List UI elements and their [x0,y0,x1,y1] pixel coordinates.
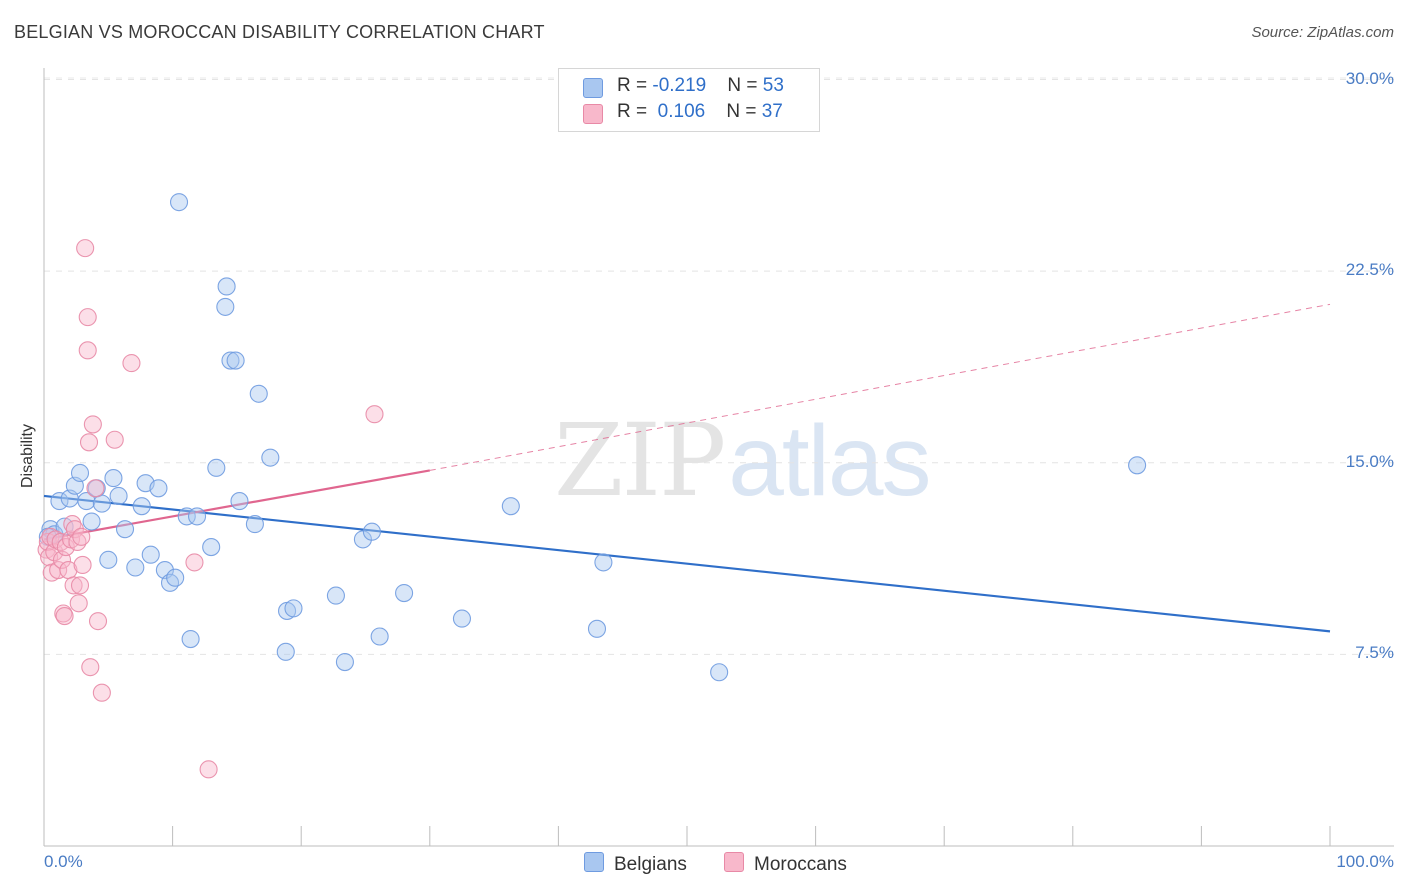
stats-legend: R = -0.219 N = 53 R = 0.106 N = 37 [558,68,820,132]
point-belgians [221,351,240,370]
point-belgians [77,492,96,511]
point-belgians [594,553,613,572]
point-belgians [50,492,69,511]
point-moroccans [69,594,88,613]
point-belgians [284,599,303,618]
point-moroccans [83,415,102,434]
point-belgians [217,277,236,296]
trend-lines [43,303,1331,633]
legend-swatch-belgians [583,78,603,98]
point-belgians [104,469,123,488]
point-moroccans [365,405,384,424]
axes [43,68,1394,847]
point-belgians [501,497,520,516]
y-tick-label: 7.5% [1355,643,1394,663]
watermark-atlas: atlas [728,405,931,517]
point-belgians [710,663,729,682]
point-moroccans [64,576,83,595]
y-tick-label: 22.5% [1345,260,1394,280]
point-belgians [181,629,200,649]
point-belgians [587,619,607,638]
legend-swatch-moroccans [583,104,603,124]
point-belgians [249,384,268,403]
point-belgians [70,463,90,483]
trend-line-belgians [43,494,1331,633]
bottom-legend-swatch-belgians [584,852,604,872]
point-belgians [207,458,226,477]
data-points [37,193,1147,779]
point-moroccans [70,576,90,595]
point-moroccans [105,430,124,449]
point-moroccans [88,612,108,631]
point-moroccans [92,683,111,702]
point-moroccans [41,527,60,546]
point-belgians [160,573,180,592]
point-belgians [230,492,249,511]
point-moroccans [79,433,99,452]
watermark-zip: ZIP [554,402,726,519]
point-belgians [335,652,354,672]
point-belgians [187,507,207,526]
trend-line-extension-moroccans [429,303,1331,471]
point-moroccans [199,760,218,779]
trend-line-moroccans [43,469,430,541]
bottom-legend-swatch-moroccans [724,852,744,872]
point-belgians [149,479,168,498]
point-belgians [177,507,196,526]
legend-stats-belgians: R = -0.219 N = 53 [617,75,784,96]
point-moroccans [73,555,92,575]
point-belgians [169,193,189,212]
point-belgians [115,520,135,539]
point-moroccans [49,561,68,580]
point-belgians [452,609,472,628]
point-belgians [261,448,280,467]
legend-stats-moroccans: R = 0.106 N = 37 [617,101,783,122]
bottom-legend-belgians: Belgians [584,852,687,876]
point-moroccans [55,606,74,626]
chart-title: BELGIAN VS MOROCCAN DISABILITY CORRELATI… [14,22,545,42]
point-moroccans [72,527,91,546]
y-axis-label: Disability [19,423,36,489]
point-moroccans [76,239,95,258]
x-tick-label-max: 100.0% [1336,852,1394,871]
point-belgians [202,538,221,557]
point-belgians [99,550,118,569]
point-moroccans [81,658,100,677]
point-belgians [226,351,245,370]
y-tick-label: 15.0% [1345,451,1394,471]
point-belgians [395,584,414,603]
point-moroccans [46,530,65,549]
watermark: ZIPatlas [554,402,932,519]
bottom-legend-moroccans: Moroccans [724,852,847,876]
point-belgians [362,522,381,541]
x-tick-label-min: 0.0% [44,852,83,871]
point-belgians [276,642,295,661]
point-belgians [245,515,264,534]
point-moroccans [78,308,97,327]
point-belgians [82,512,101,531]
point-belgians [1128,456,1147,475]
point-belgians [132,497,151,516]
point-belgians [216,297,235,316]
point-belgians [141,545,160,564]
point-moroccans [122,354,141,373]
source-label: Source: ZipAtlas.com [1251,24,1394,41]
point-belgians [109,486,128,506]
y-tick-label: 30.0% [1345,68,1394,88]
point-belgians [92,494,111,513]
point-belgians [126,558,145,577]
point-belgians [370,627,389,646]
point-belgians [166,568,185,587]
point-moroccans [78,341,97,360]
point-belgians [326,586,345,605]
point-moroccans [86,479,105,498]
point-moroccans [63,515,82,534]
point-moroccans [185,553,204,572]
